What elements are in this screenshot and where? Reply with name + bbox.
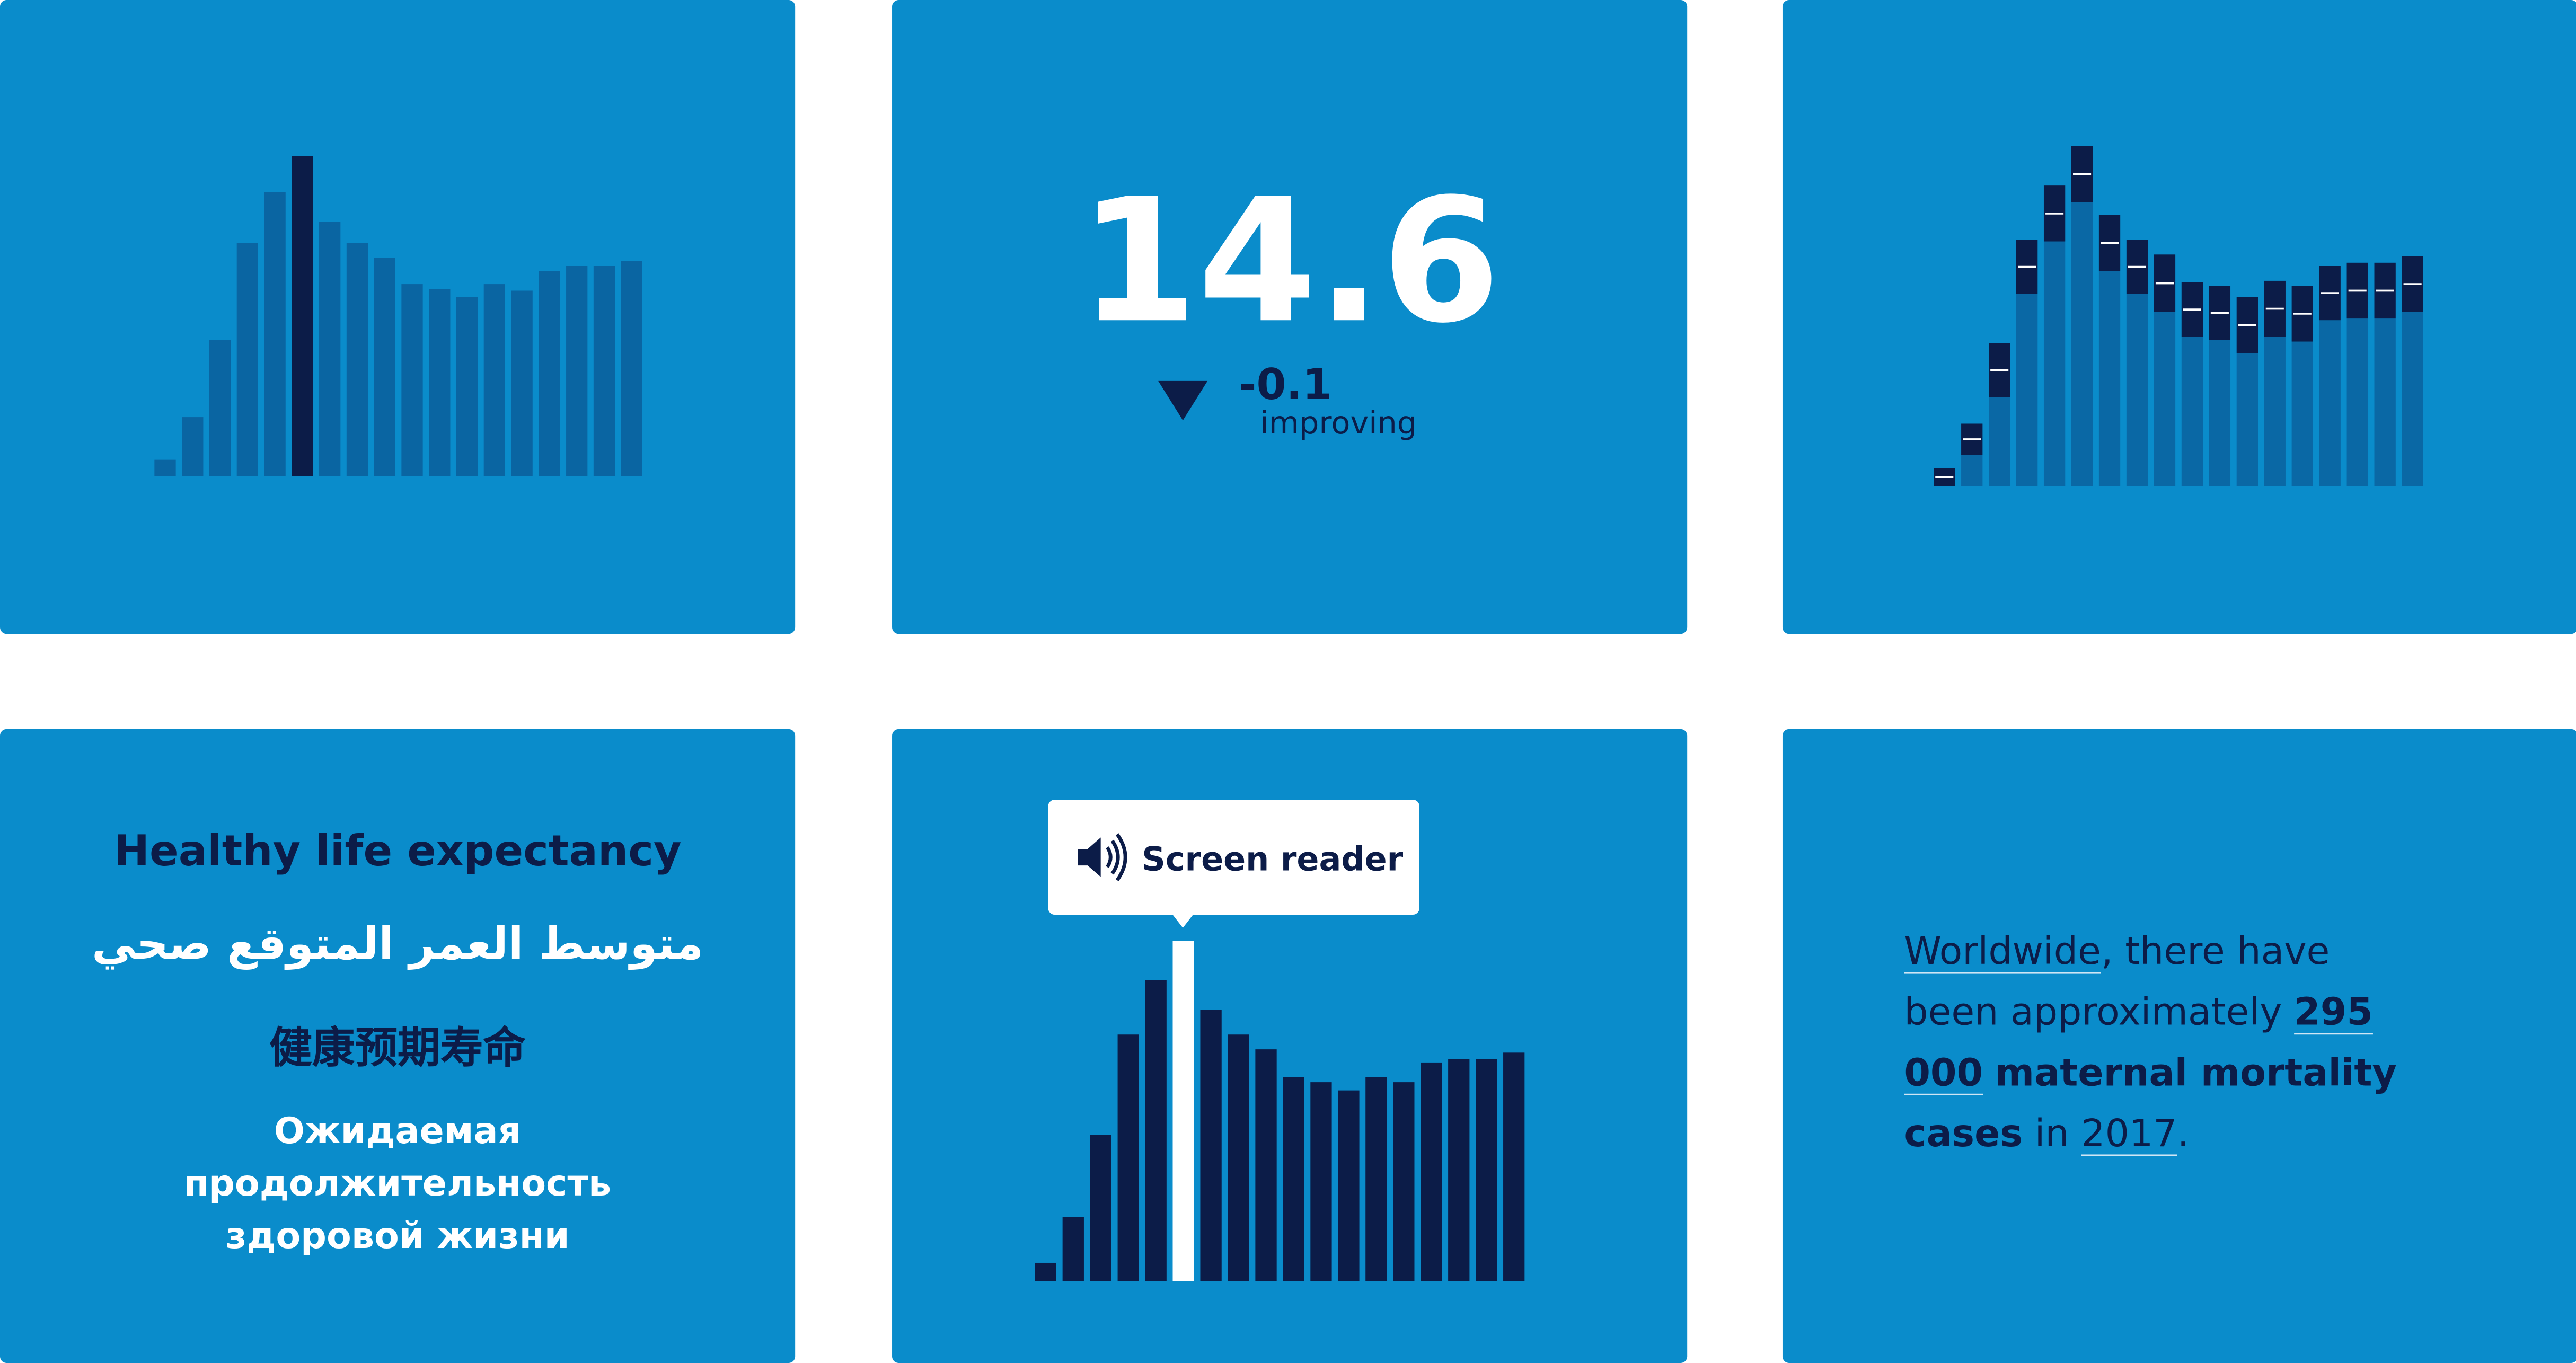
bar-segment xyxy=(2236,353,2258,486)
bar-chart: Screen reader xyxy=(1035,800,1525,1281)
bar xyxy=(1283,1077,1304,1281)
kpi-tile: 14.6 -0.1 improving xyxy=(892,0,1688,634)
kpi-change: -0.1 xyxy=(1239,360,1332,410)
bar-segment xyxy=(2016,294,2038,486)
text: , there have been approximately xyxy=(1904,931,2330,1035)
bar xyxy=(483,284,506,476)
bar xyxy=(346,243,368,476)
screen-reader-tile: Screen reader xyxy=(892,729,1688,1363)
bar-segment xyxy=(2154,312,2176,486)
bar xyxy=(401,284,423,476)
bar-segment xyxy=(1961,455,1983,486)
bar xyxy=(1421,1062,1442,1281)
bar xyxy=(566,266,588,476)
link: Worldwide xyxy=(1904,931,2101,974)
bar xyxy=(292,156,313,476)
bar-segment xyxy=(2402,312,2423,486)
bar xyxy=(1117,1034,1139,1281)
bar xyxy=(374,258,395,476)
label-chinese: 健康预期寿命 xyxy=(269,1024,526,1074)
bar xyxy=(1448,1059,1470,1281)
speaker-icon xyxy=(1078,837,1101,877)
label-arabic: متوسط العمر المتوقع صحي xyxy=(92,919,704,971)
stacked-bar-chart xyxy=(1934,146,2423,486)
bar xyxy=(1228,1034,1249,1281)
bar xyxy=(1310,1082,1332,1281)
bar xyxy=(319,222,341,476)
bar xyxy=(1476,1059,1497,1281)
bar-segment xyxy=(2209,340,2231,486)
text: maternal mortality cases xyxy=(1904,1052,2397,1156)
bar xyxy=(429,289,451,476)
stacked-tile xyxy=(1782,0,2576,634)
tooltip-label: Screen reader xyxy=(1142,839,1404,878)
bar xyxy=(236,243,258,476)
number: 295 000 xyxy=(1904,992,2373,1095)
bar-segment xyxy=(2071,202,2093,486)
bar xyxy=(264,192,286,476)
kpi-value: 14.6 xyxy=(1079,162,1500,361)
bar-chart xyxy=(154,156,642,476)
bar xyxy=(539,271,560,476)
bar xyxy=(1365,1077,1387,1281)
bar-segment xyxy=(2126,294,2148,486)
bar xyxy=(1035,1262,1056,1281)
bar xyxy=(1200,1010,1222,1281)
bar-segment xyxy=(2098,271,2121,486)
bar xyxy=(593,266,615,476)
bar xyxy=(511,290,533,476)
kpi: 14.6 -0.1 improving xyxy=(1079,162,1500,441)
sentence-tile: Worldwide, there have been approximately… xyxy=(1782,729,2576,1363)
bar xyxy=(621,261,642,476)
speaker-waves xyxy=(1106,833,1127,881)
bar xyxy=(1338,1090,1360,1281)
bar-segment xyxy=(2346,318,2368,486)
bar-segment xyxy=(2181,337,2203,486)
bar xyxy=(456,297,478,476)
text: in xyxy=(2034,1113,2069,1156)
bar-segment xyxy=(2291,341,2313,486)
bar xyxy=(1062,1217,1084,1281)
bar xyxy=(1090,1135,1111,1281)
bar-segment xyxy=(2319,320,2341,486)
down-arrow xyxy=(1158,380,1208,421)
bar-segment xyxy=(2043,241,2066,486)
bar xyxy=(1172,941,1194,1281)
label-russian: Ожидаемая продолжительность здоровой жиз… xyxy=(183,1111,612,1258)
bar-tile xyxy=(0,0,796,634)
bar xyxy=(182,417,204,476)
bar xyxy=(1145,980,1167,1281)
bar xyxy=(1255,1049,1277,1281)
year: 2017 xyxy=(2081,1113,2177,1156)
language-tile: Healthy life expectancy متوسط العمر المت… xyxy=(0,729,796,1363)
tooltip xyxy=(1048,800,1419,915)
bar-segment xyxy=(1989,397,2010,486)
bar xyxy=(209,340,231,476)
label-english: Healthy life expectancy xyxy=(113,827,682,877)
bar xyxy=(154,459,176,476)
bar-segment xyxy=(2374,318,2396,486)
tooltip-pointer xyxy=(1171,913,1195,928)
bar-segment xyxy=(2264,337,2286,486)
kpi-status: improving xyxy=(1260,404,1417,441)
sentence: Worldwide, there have been approximately… xyxy=(1904,923,2413,1166)
bar xyxy=(1393,1082,1415,1281)
text: . xyxy=(2177,1113,2190,1156)
bar xyxy=(1503,1052,1525,1281)
